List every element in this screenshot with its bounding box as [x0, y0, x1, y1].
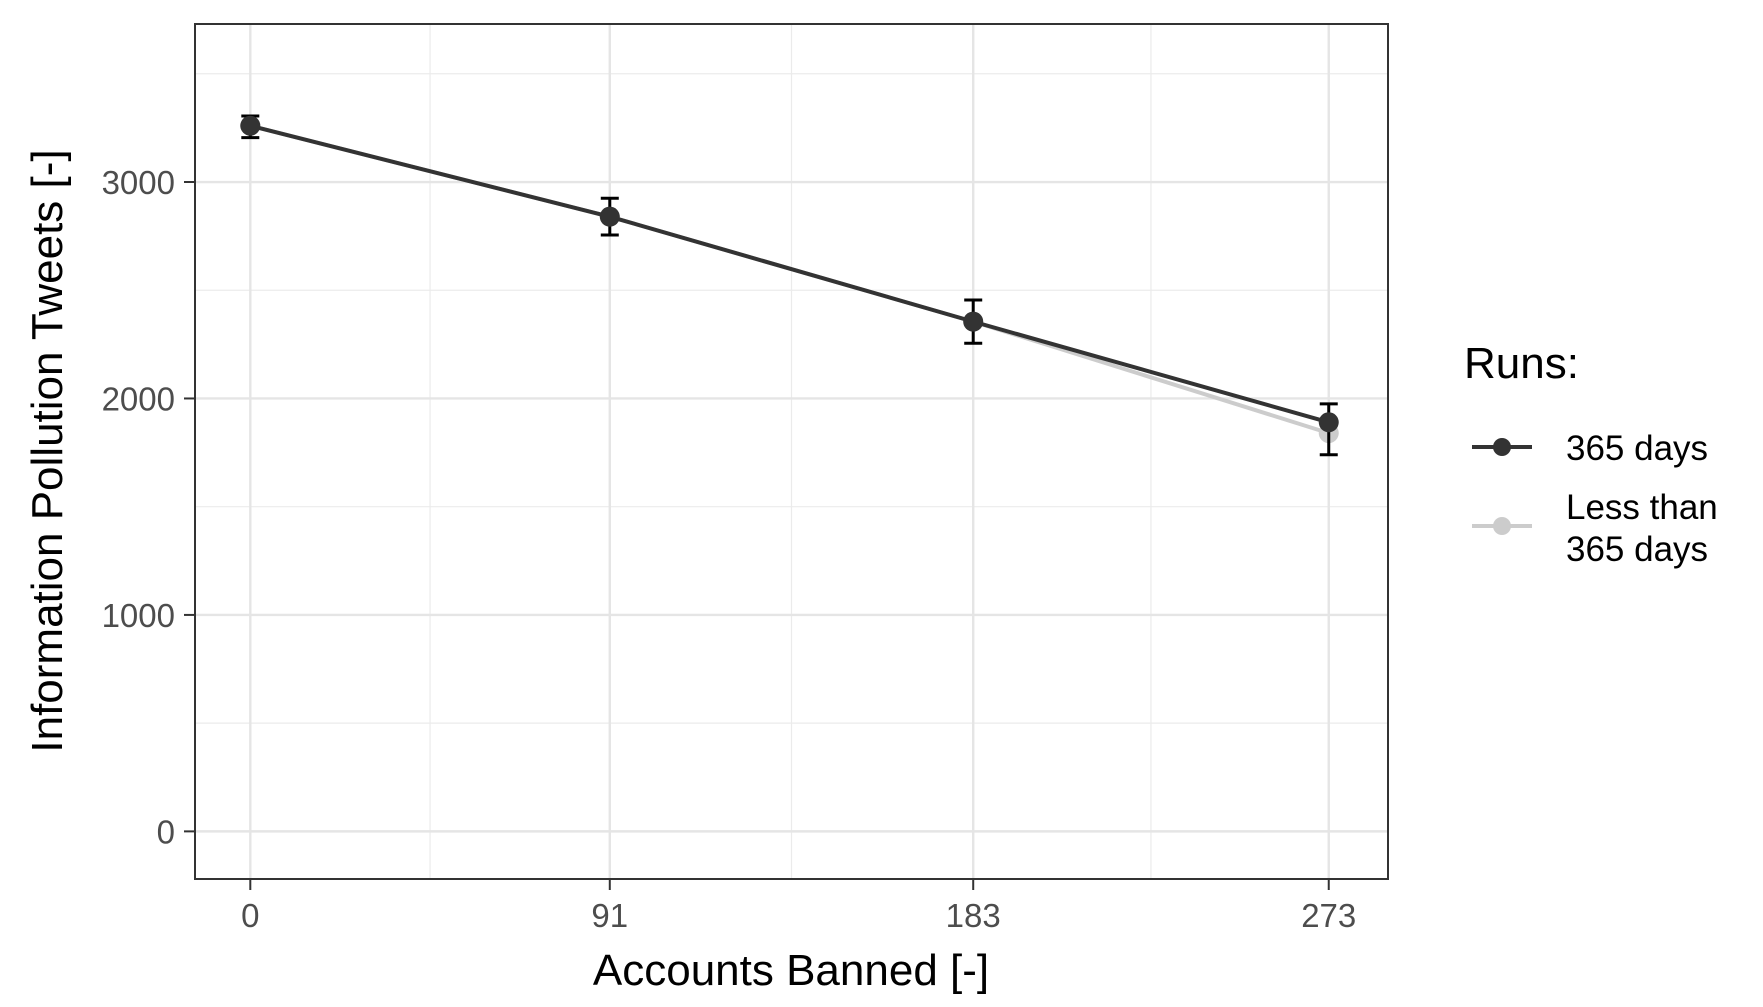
series-line-0 — [249, 123, 1330, 425]
tick-labels: 0 91 183 273 0 1000 2000 3000 — [102, 164, 1357, 934]
y-tick-label: 3000 — [102, 164, 175, 201]
series-layer — [240, 114, 1339, 457]
data-point-0 — [1318, 412, 1339, 433]
data-point-0 — [599, 206, 620, 227]
grid-minor — [195, 24, 1388, 879]
data-point-0 — [240, 115, 261, 136]
legend-label-365-days: 365 days — [1566, 429, 1708, 468]
legend-key-less-than-365-days — [1472, 517, 1532, 535]
legend-point-less-than-365-days — [1493, 517, 1511, 535]
x-tick-label: 0 — [241, 897, 259, 934]
y-tick-label: 1000 — [102, 597, 175, 634]
y-axis-title: Information Pollution Tweets [-] — [23, 149, 72, 752]
y-tick-label: 2000 — [102, 380, 175, 417]
legend-label-line-1: Less than — [1566, 488, 1718, 527]
legend-label-line-2: 365 days — [1566, 530, 1708, 569]
x-tick-label: 91 — [591, 897, 628, 934]
legend: Runs: 365 days Less than 365 days — [1464, 339, 1728, 569]
axis-ticks — [184, 181, 1330, 890]
legend-title: Runs: — [1464, 339, 1579, 388]
y-tick-label: 0 — [157, 813, 175, 850]
x-tick-label: 273 — [1301, 897, 1356, 934]
legend-point-365-days — [1493, 438, 1511, 456]
plot-border — [194, 23, 1389, 880]
legend-label-less-than-365-days: Less than 365 days — [1566, 488, 1728, 569]
x-tick-label: 183 — [946, 897, 1001, 934]
x-axis-title: Accounts Banned [-] — [593, 946, 989, 995]
data-point-0 — [963, 311, 984, 332]
legend-key-365-days — [1472, 438, 1532, 456]
